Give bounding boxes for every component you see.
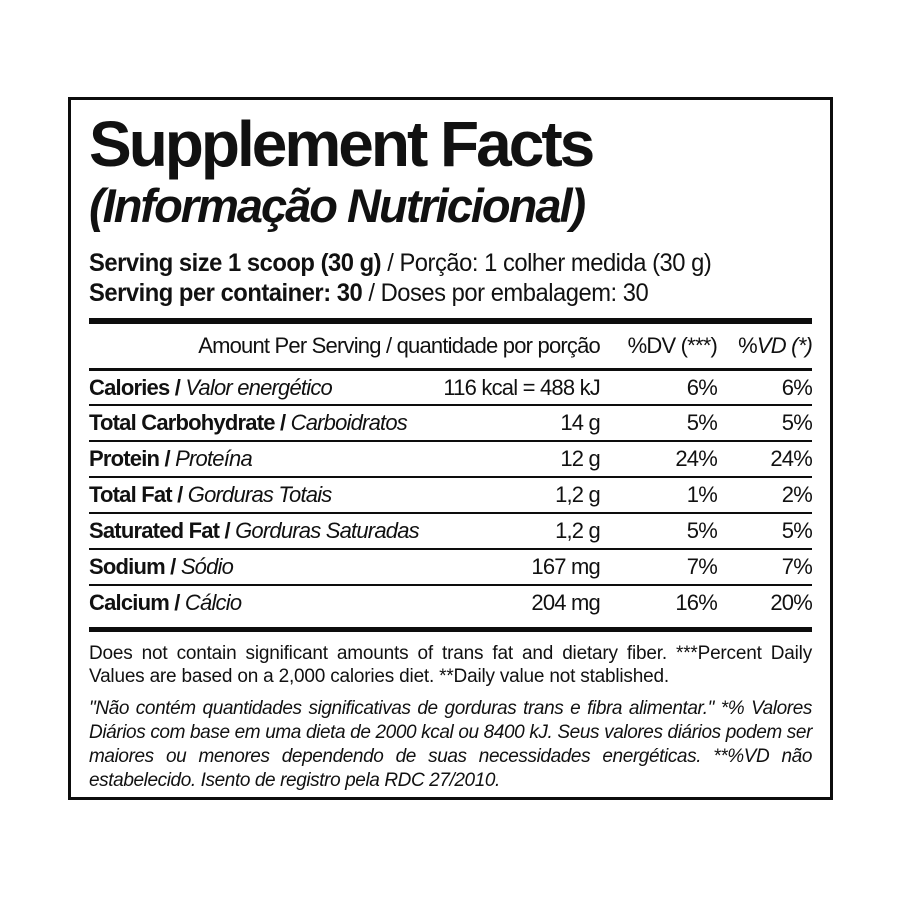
name-separator: / [169,374,186,400]
nutrient-name: Sodium / Sódio [89,554,442,580]
nutrient-vd: 5% [781,518,813,543]
nutrient-row-calcium: Calcium / Cálcio 204 mg 16% 20% [89,584,813,620]
nutrient-name-en: Total Carbohydrate [89,410,275,435]
nutrient-amount: 204 mg [531,590,600,615]
name-separator: / [171,482,188,507]
table-header-row: Amount Per Serving / quantidade por porç… [89,324,813,368]
nutrient-dv: 1% [686,482,718,507]
nutrient-name-en: Calories [89,374,170,400]
nutrient-row-calories: Calories / Valor energético 116 kcal = 4… [89,368,813,404]
label-title: Supplement Facts [89,108,595,180]
name-separator: / [159,446,176,471]
serving-size-pt: Porção: 1 colher medida (30 g) [399,249,712,277]
nutrient-amount: 1,2 g [555,482,601,507]
supplement-facts-label: Supplement Facts (Informação Nutricional… [68,97,833,800]
nutrient-name-pt: Cálcio [184,590,242,615]
nutrient-vd: 24% [770,446,812,471]
nutrient-row-sodium: Sodium / Sódio 167 mg 7% 7% [89,548,813,584]
thick-divider-bottom [89,627,812,632]
header-amount-per-serving: Amount Per Serving / quantidade por porç… [198,333,601,358]
nutrient-name-pt: Valor energético [185,374,332,400]
nutrient-name-pt: Gorduras Totais [187,482,333,507]
nutrient-vd: 2% [781,482,813,507]
nutrient-row-total-carbohydrate: Total Carbohydrate / Carboidratos 14 g 5… [89,404,813,440]
name-separator: / [168,590,185,615]
nutrient-vd: 6% [781,374,813,400]
servings-per-container-line: Serving per container: 30 / Doses por em… [89,278,776,308]
serving-size-en: Serving size 1 scoop (30 g) [89,249,382,277]
nutrient-amount: 14 g [560,410,600,435]
nutrient-amount: 12 g [560,446,600,471]
thick-divider-top [89,318,812,324]
name-separator: / [164,554,181,579]
footnote-portuguese: "Não contém quantidades significativas d… [89,698,812,791]
nutrient-name: Protein / Proteína [89,446,442,472]
nutrient-name-pt: Proteína [175,446,253,471]
servings-per-container-pt: Doses por embalagem: 30 [380,279,649,307]
nutrient-dv: 24% [675,446,717,471]
name-separator: / [219,518,236,543]
nutrient-amount: 167 mg [531,554,600,579]
header-percent-dv: %DV (***) [627,333,718,358]
nutrient-name-en: Calcium [89,590,170,615]
header-percent-vd: %VD (*) [717,333,813,359]
footnote-english: Does not contain significant amounts of … [89,643,812,687]
nutrient-dv: 7% [686,554,718,579]
nutrient-name-en: Sodium [89,554,166,579]
nutrient-amount: 116 kcal = 488 kJ [443,374,600,400]
nutrient-name: Calcium / Cálcio [89,590,442,616]
header-percent-vd-italic: VD (*) [756,333,813,358]
nutrient-name: Calories / Valor energético [89,375,442,401]
servings-per-container-en: Serving per container: 30 [89,279,363,307]
header-percent-vd-prefix: % [738,333,758,358]
nutrient-amount: 1,2 g [555,518,601,543]
serving-size-separator: / [381,249,400,277]
label-subtitle: (Informação Nutricional) [89,179,586,232]
nutrient-vd: 20% [770,590,812,615]
nutrient-name-pt: Gorduras Saturadas [235,518,420,543]
serving-info: Serving size 1 scoop (30 g) / Porção: 1 … [89,248,812,308]
nutrient-dv: 16% [675,590,717,615]
nutrient-name: Saturated Fat / Gorduras Saturadas [89,518,442,544]
nutrient-name-en: Total Fat [89,482,173,507]
nutrient-vd: 5% [781,410,813,435]
nutrient-vd: 7% [781,554,813,579]
name-separator: / [274,410,291,435]
nutrient-name: Total Fat / Gorduras Totais [89,482,442,508]
nutrient-name-en: Protein [89,446,160,471]
nutrient-row-protein: Protein / Proteína 12 g 24% 24% [89,440,813,476]
nutrient-dv: 6% [686,374,718,400]
servings-per-container-separator: / [362,279,381,307]
nutrient-name-pt: Sódio [180,554,234,579]
serving-size-line: Serving size 1 scoop (30 g) / Porção: 1 … [89,248,776,278]
nutrient-name-en: Saturated Fat [89,518,220,543]
nutrient-row-saturated-fat: Saturated Fat / Gorduras Saturadas 1,2 g… [89,512,813,548]
nutrient-dv: 5% [686,518,718,543]
nutrient-name: Total Carbohydrate / Carboidratos [89,410,442,436]
nutrient-row-total-fat: Total Fat / Gorduras Totais 1,2 g 1% 2% [89,476,813,512]
nutrient-name-pt: Carboidratos [290,410,408,435]
nutrient-dv: 5% [686,410,718,435]
